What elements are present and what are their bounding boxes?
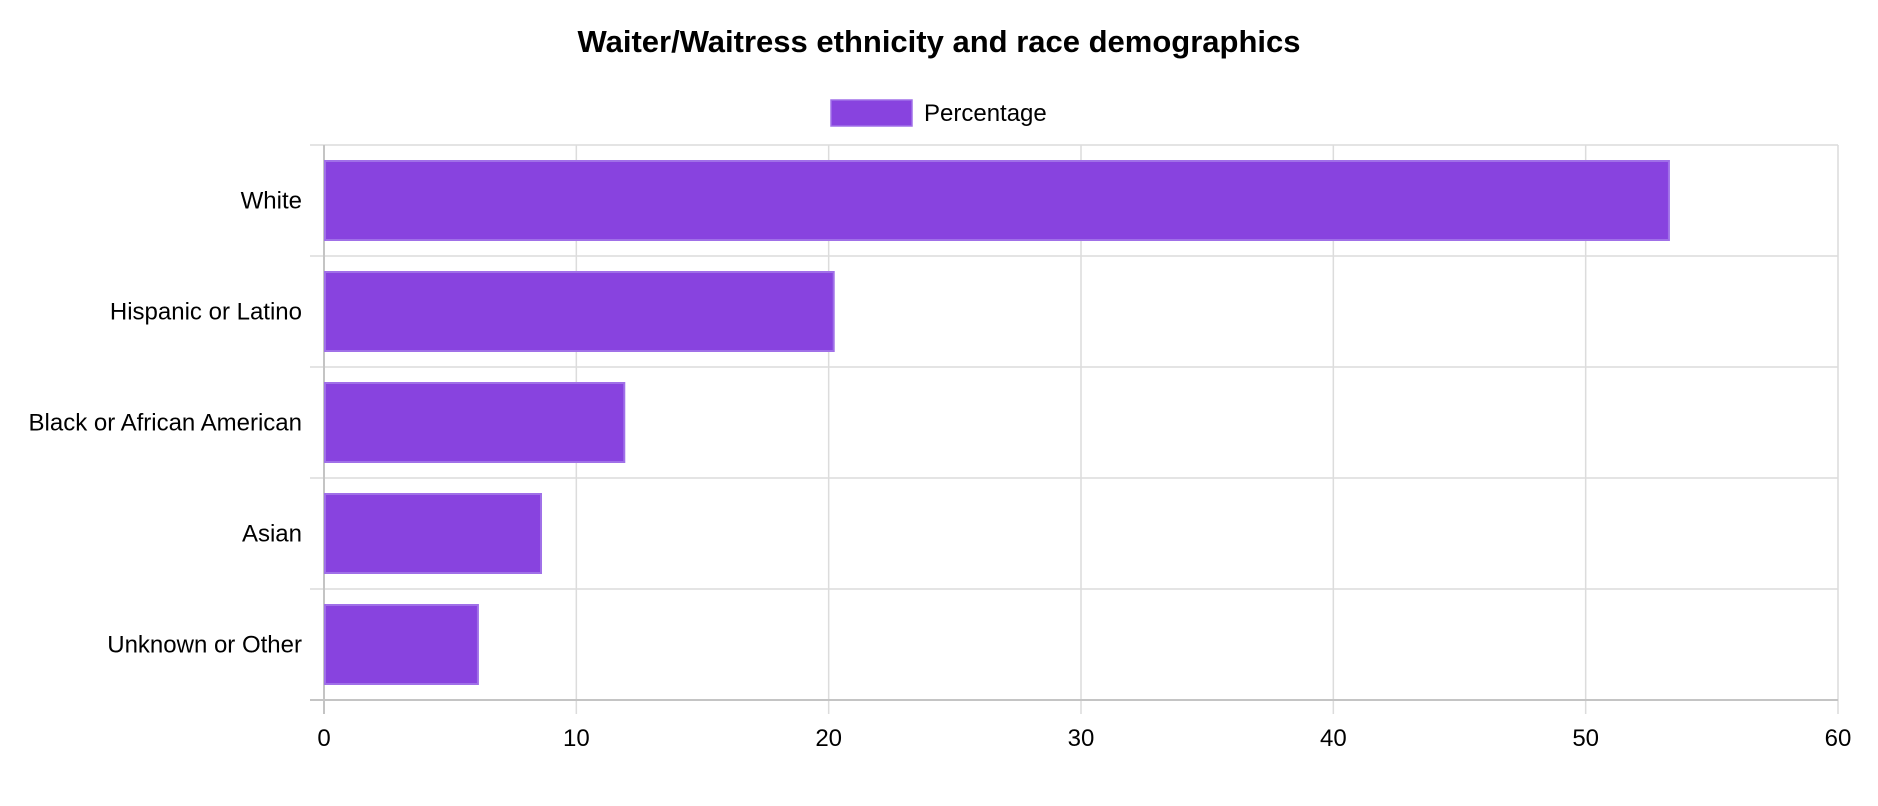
chart-title: Waiter/Waitress ethnicity and race demog… bbox=[578, 24, 1301, 59]
category-axis: White Hispanic or Latino Black or African … bbox=[29, 188, 302, 659]
bar-black-or-african-american[interactable] bbox=[324, 382, 626, 463]
legend-label: Percentage bbox=[924, 100, 1047, 127]
x-tick-label: 60 bbox=[1825, 725, 1852, 752]
bar-unknown-or-other[interactable] bbox=[324, 604, 479, 685]
category-label: Black or African American bbox=[29, 410, 302, 437]
x-tick-label: 10 bbox=[563, 725, 590, 752]
category-label: Hispanic or Latino bbox=[110, 299, 302, 326]
bar-asian[interactable] bbox=[324, 493, 543, 574]
x-tick-label: 30 bbox=[1068, 725, 1095, 752]
value-axis: 0 10 20 30 40 50 60 bbox=[317, 725, 1851, 752]
bar-white[interactable] bbox=[324, 160, 1670, 241]
bar-hispanic-or-latino[interactable] bbox=[324, 271, 835, 352]
category-label: Asian bbox=[242, 521, 302, 548]
x-tick-label: 0 bbox=[317, 725, 330, 752]
category-label: White bbox=[241, 188, 302, 215]
legend-swatch bbox=[830, 99, 913, 127]
legend[interactable]: Percentage bbox=[830, 99, 1047, 127]
bars bbox=[324, 160, 1670, 685]
category-label: Unknown or Other bbox=[107, 632, 302, 659]
x-tick-label: 20 bbox=[815, 725, 842, 752]
x-tick-label: 40 bbox=[1320, 725, 1347, 752]
x-tick-label: 50 bbox=[1572, 725, 1599, 752]
